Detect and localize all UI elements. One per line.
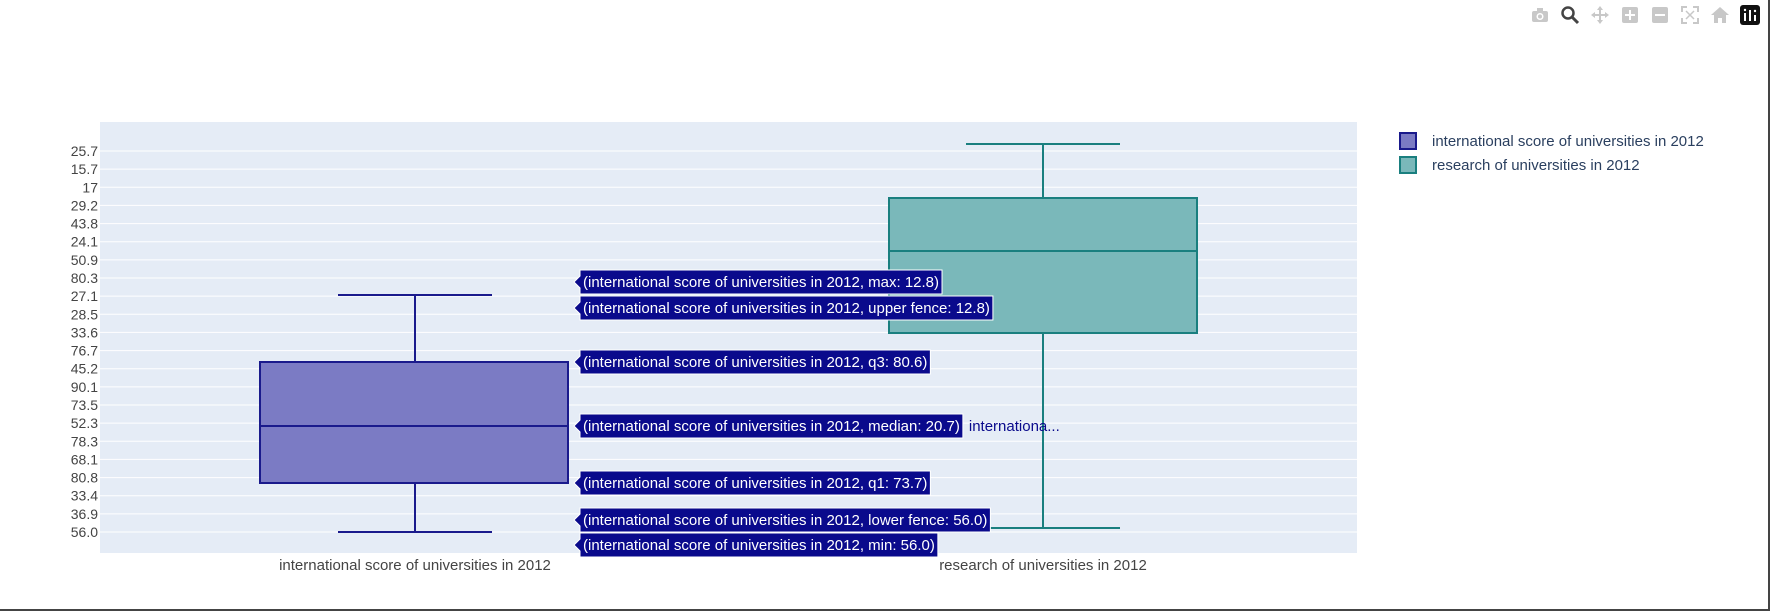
legend-swatch <box>1399 132 1417 150</box>
hover-label-text: (international score of universities in … <box>583 300 990 317</box>
y-tick-label: 27.1 <box>71 288 98 304</box>
y-tick-label: 80.3 <box>71 270 98 286</box>
hover-label-box <box>573 507 991 533</box>
hover-label-box <box>573 295 994 321</box>
reset-axes-icon[interactable] <box>1708 3 1732 27</box>
hover-label-text: (international score of universities in … <box>583 418 960 435</box>
hover-label: (international score of universities in … <box>573 413 1060 439</box>
hover-label: (international score of universities in … <box>573 295 994 321</box>
camera-icon[interactable] <box>1528 3 1552 27</box>
hover-label: (international score of universities in … <box>573 269 943 295</box>
zoom-out-icon[interactable] <box>1648 3 1672 27</box>
y-tick-label: 80.8 <box>71 470 98 486</box>
hover-label-text: (international score of universities in … <box>583 274 939 291</box>
y-tick-label: 24.1 <box>71 234 98 250</box>
y-tick-label: 15.7 <box>71 161 98 177</box>
legend-item[interactable]: international score of universities in 2… <box>1399 132 1704 150</box>
plotly-logo-icon[interactable] <box>1738 3 1762 27</box>
y-tick-label: 50.9 <box>71 252 98 268</box>
y-tick-label: 52.3 <box>71 415 98 431</box>
legend-swatch <box>1399 156 1417 174</box>
x-tick-label: research of universities in 2012 <box>939 557 1147 574</box>
y-tick-label: 25.7 <box>71 143 98 159</box>
y-tick-label: 76.7 <box>71 343 98 359</box>
hover-label-box <box>573 470 931 496</box>
hover-label: (international score of universities in … <box>573 349 931 375</box>
hover-label: (international score of universities in … <box>573 532 939 558</box>
hover-label-text: (international score of universities in … <box>583 354 927 371</box>
y-tick-label: 73.5 <box>71 397 98 413</box>
hover-trace-name: internationa... <box>969 418 1060 435</box>
y-tick-label: 68.1 <box>71 451 98 467</box>
hover-label-text: (international score of universities in … <box>583 537 935 554</box>
y-tick-label: 29.2 <box>71 197 98 213</box>
y-tick-label: 90.1 <box>71 379 98 395</box>
y-tick-label: 28.5 <box>71 306 98 322</box>
autoscale-icon[interactable] <box>1678 3 1702 27</box>
box-body[interactable] <box>259 361 569 484</box>
zoom-icon[interactable] <box>1558 3 1582 27</box>
hover-label-box <box>573 349 931 375</box>
y-tick-label: 36.9 <box>71 506 98 522</box>
y-tick-label: 33.6 <box>71 324 98 340</box>
pan-icon[interactable] <box>1588 3 1612 27</box>
y-tick-label: 78.3 <box>71 433 98 449</box>
hover-label-text: (international score of universities in … <box>583 512 987 529</box>
legend-label: research of universities in 2012 <box>1432 157 1640 174</box>
legend-label: international score of universities in 2… <box>1432 133 1704 150</box>
hover-label: (international score of universities in … <box>573 507 991 533</box>
modebar <box>1528 3 1762 27</box>
legend-item[interactable]: research of universities in 2012 <box>1399 156 1640 174</box>
y-tick-label: 45.2 <box>71 361 98 377</box>
x-tick-label: international score of universities in 2… <box>279 557 551 574</box>
hover-label: (international score of universities in … <box>573 470 931 496</box>
hover-label-box <box>573 532 939 558</box>
hover-label-box <box>573 413 964 439</box>
y-tick-label: 17 <box>82 179 98 195</box>
box-trace-international[interactable] <box>259 294 569 533</box>
zoom-in-icon[interactable] <box>1618 3 1642 27</box>
y-tick-label: 56.0 <box>71 524 98 540</box>
hover-label-box <box>573 269 943 295</box>
hover-label-text: (international score of universities in … <box>583 475 927 492</box>
y-tick-label: 43.8 <box>71 216 98 232</box>
y-tick-label: 33.4 <box>71 488 98 504</box>
